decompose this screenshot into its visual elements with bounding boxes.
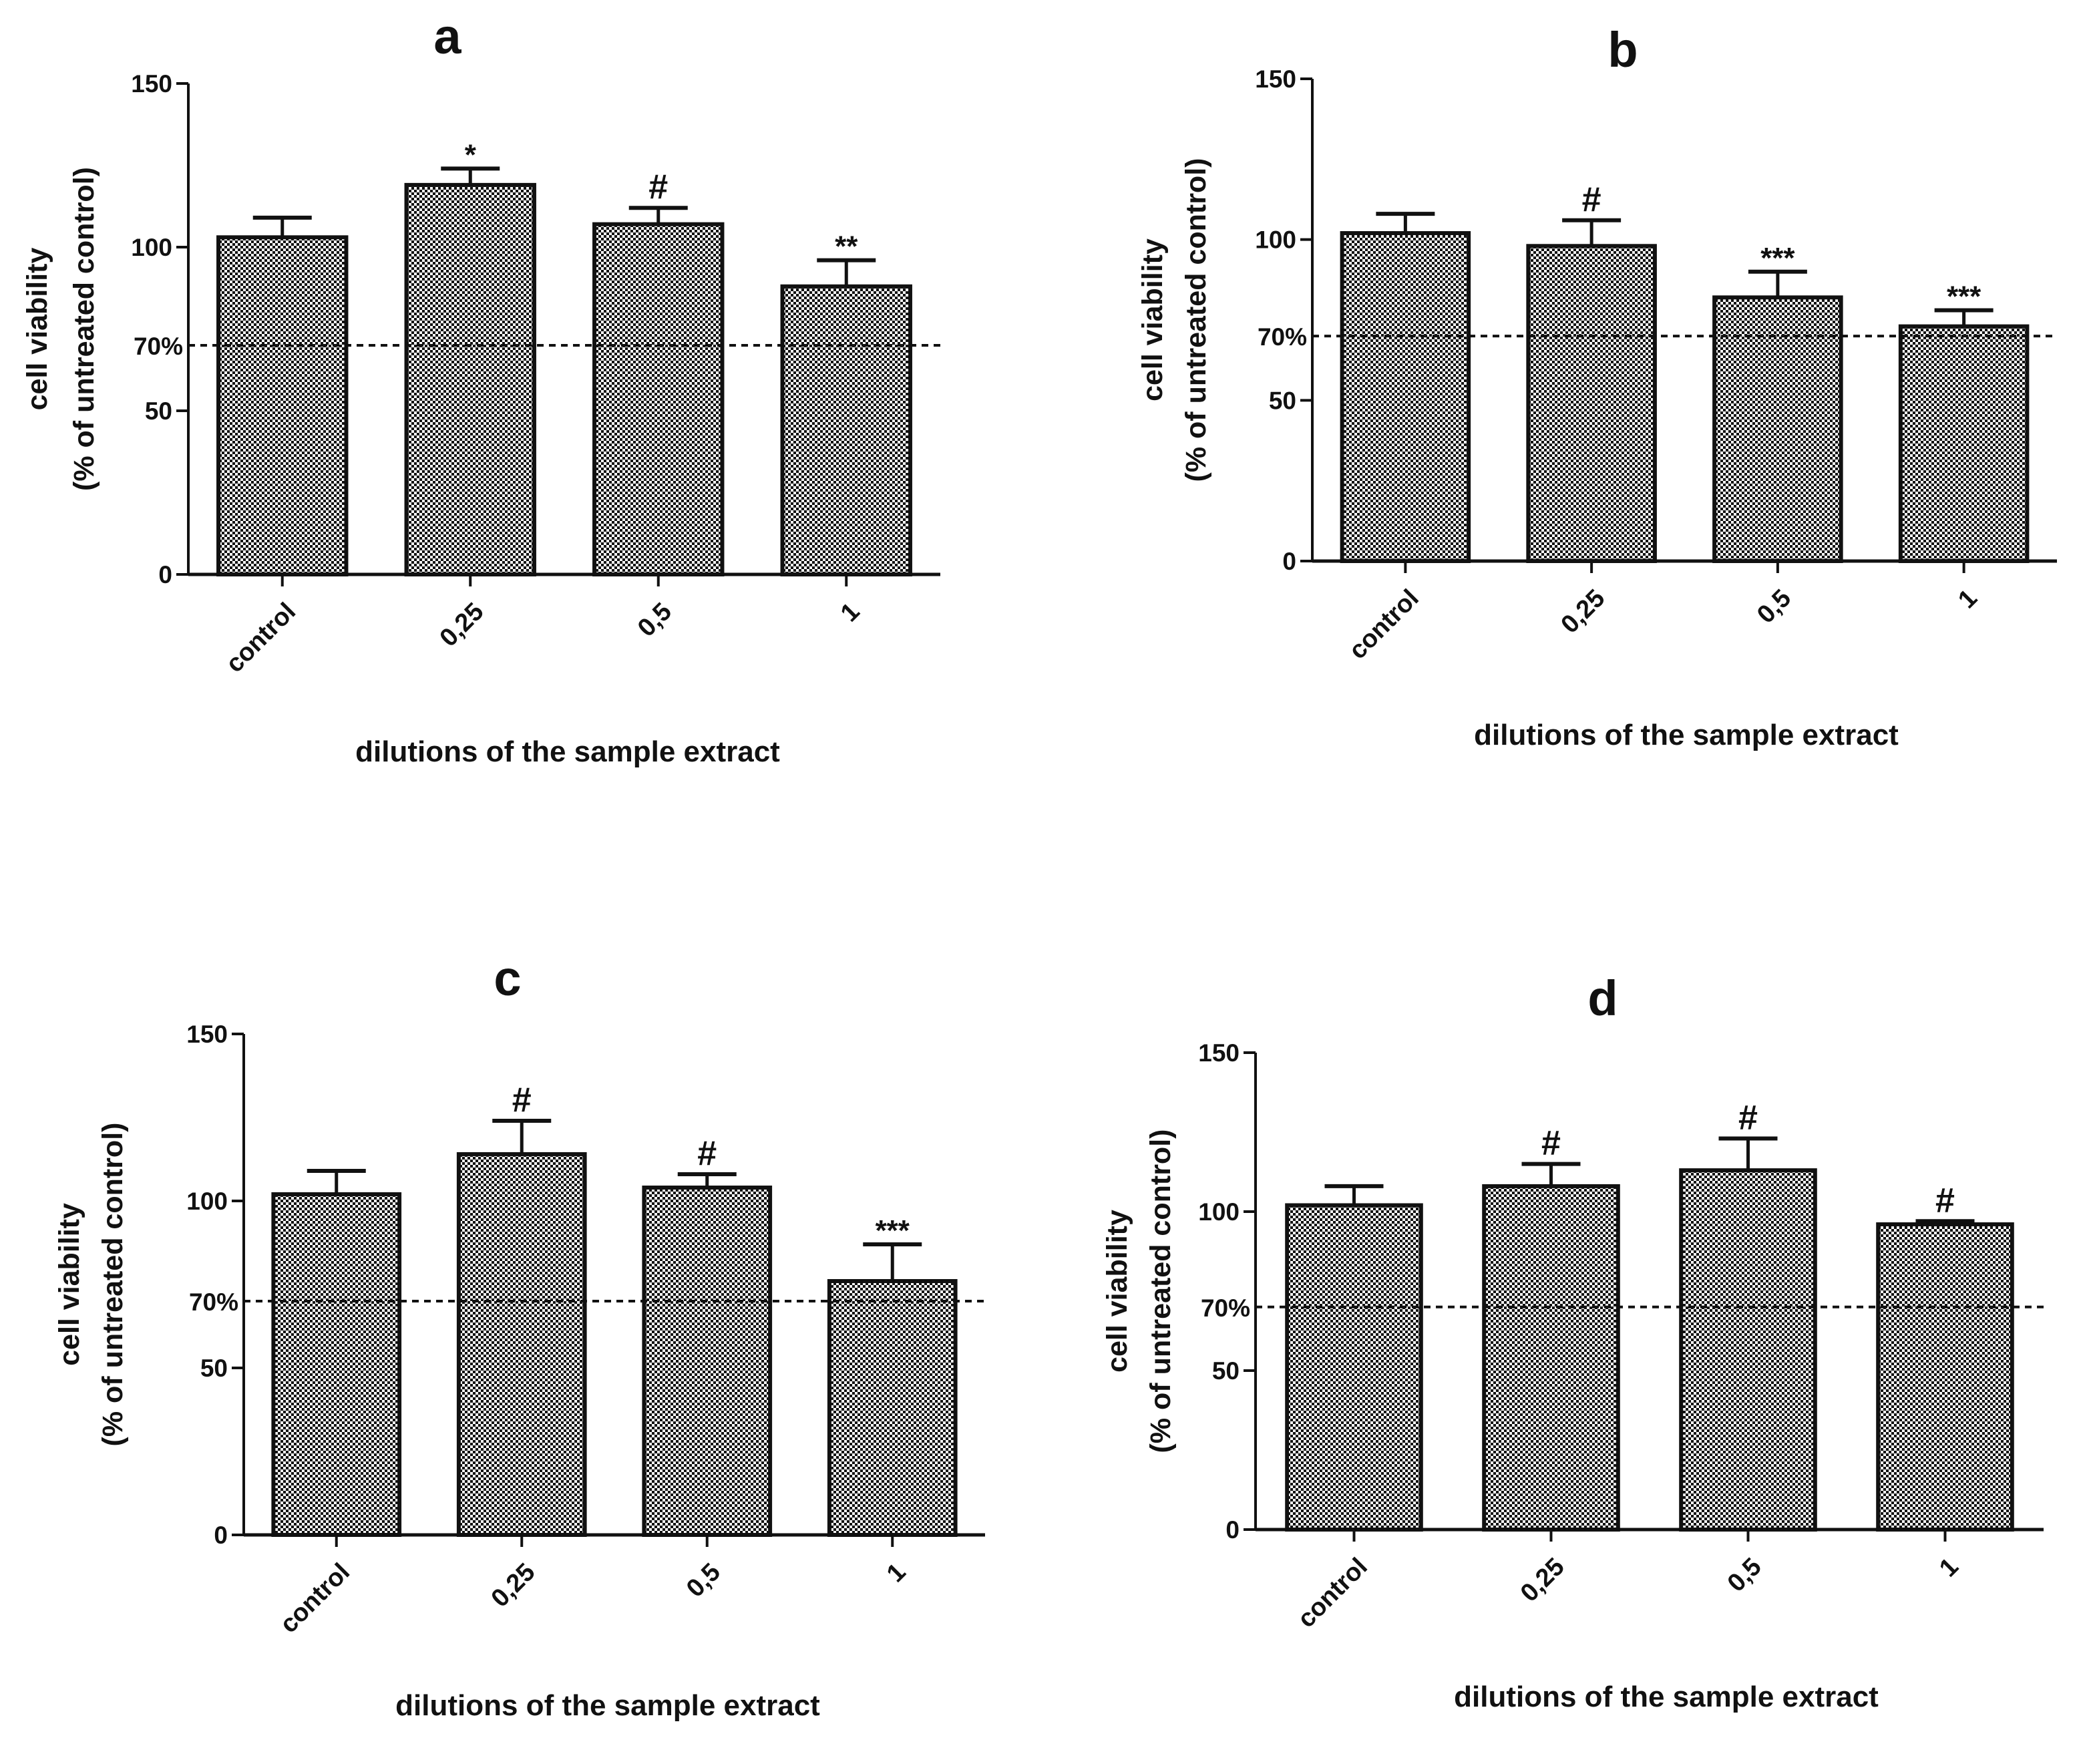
y-axis-title: (% of untreated control) [97,1123,129,1447]
significance-marker: # [1738,1099,1758,1137]
bar [1526,244,1657,563]
x-tick-label: 1 [1934,1553,1964,1583]
x-tick-label: 0,25 [1555,584,1610,639]
significance-marker: # [1935,1181,1955,1220]
bar [1285,1203,1423,1532]
x-tick-label: 0,25 [1515,1553,1570,1608]
y-axis-title: cell viability [53,1203,85,1366]
y-tick-label: 100 [186,1188,228,1215]
bar [1340,231,1471,563]
x-tick-label: 1 [835,598,866,628]
significance-marker: *** [1760,242,1795,275]
y-tick-label: 100 [131,234,172,261]
x-axis-title: dilutions of the sample extract [1474,719,1899,751]
y-axis-title: cell viability [21,248,53,411]
y-tick-label: 0 [1282,548,1296,575]
x-tick-label: control [1344,584,1425,665]
x-tick-label: 0,25 [435,598,490,653]
y-tick-label: 50 [1269,387,1296,414]
x-tick-label: 0,5 [1722,1553,1767,1598]
x-tick-label: control [1292,1553,1373,1634]
y-axis-title: (% of untreated control) [1145,1129,1177,1453]
bar [592,222,725,576]
y-tick-label: 0 [158,561,172,588]
x-tick-label: 0,25 [486,1558,541,1613]
significance-marker: # [512,1081,532,1119]
bar [1876,1222,2014,1532]
y-tick-label: 150 [1198,1039,1240,1067]
y-tick-label: 100 [1198,1198,1240,1226]
y-axis-title: cell viability [1101,1210,1133,1373]
y-axis-title: cell viability [1137,238,1169,401]
x-tick-label: control [274,1558,355,1639]
bar [1482,1184,1620,1532]
reference-line-label: 70% [1258,323,1307,351]
y-tick-label: 150 [131,70,172,98]
x-tick-label: control [220,598,301,679]
significance-marker: * [465,138,477,171]
significance-marker: # [1541,1124,1561,1163]
panel-letter: d [1587,971,1618,1026]
reference-line-label: 70% [134,333,183,360]
significance-marker: # [648,168,668,206]
y-tick-label: 50 [200,1355,228,1382]
significance-marker: # [1582,180,1601,219]
bar [780,284,912,576]
y-tick-label: 50 [145,397,172,425]
bar [456,1152,587,1537]
panel-d: d 0 50 100 150 control #0,25 #0,5 #1 70% cell viab… [1101,971,2044,1713]
y-axis-title: (% of untreated control) [1180,158,1212,482]
bar [1898,324,2030,563]
panel-b: b 0 50 100 150 control #0,25 *** 0,5 *** 1 70% cell … [1137,22,2057,751]
y-axis-title: (% of untreated control) [68,167,100,491]
y-tick-label: 100 [1255,226,1296,254]
x-tick-label: 0,5 [1752,584,1796,629]
panel-letter: a [433,9,461,64]
bar [271,1192,402,1537]
bar [642,1186,773,1537]
x-axis-title: dilutions of the sample extract [1454,1681,1879,1713]
reference-line-label: 70% [189,1288,238,1316]
x-tick-label: 0,5 [632,598,677,643]
panel-c: c 0 50 100 150 control #0,25 #0,5 *** 1 70% cell vi… [53,950,985,1722]
significance-marker: *** [1947,281,1981,313]
x-axis-title: dilutions of the sample extract [355,735,780,768]
y-tick-label: 0 [1225,1516,1240,1544]
significance-marker: ** [835,230,858,263]
reference-line-label: 70% [1201,1294,1250,1322]
bar [404,182,536,576]
y-tick-label: 50 [1212,1357,1240,1385]
x-tick-label: 1 [882,1558,912,1588]
panel-letter: b [1607,22,1638,77]
panel-letter: c [494,950,521,1006]
y-tick-label: 0 [214,1522,228,1549]
x-axis-title: dilutions of the sample extract [395,1689,820,1722]
bar [1679,1168,1817,1532]
x-tick-label: 1 [1953,584,1983,614]
x-tick-label: 0,5 [681,1558,726,1603]
panel-a: a 0 50 100 150 control * 0,25 #0,5 ** 1 70% cell via… [21,9,940,768]
significance-marker: *** [876,1214,910,1247]
bar [827,1279,958,1537]
y-tick-label: 150 [1255,65,1296,93]
y-tick-label: 150 [186,1021,228,1048]
bar [216,235,349,576]
significance-marker: # [697,1134,717,1173]
